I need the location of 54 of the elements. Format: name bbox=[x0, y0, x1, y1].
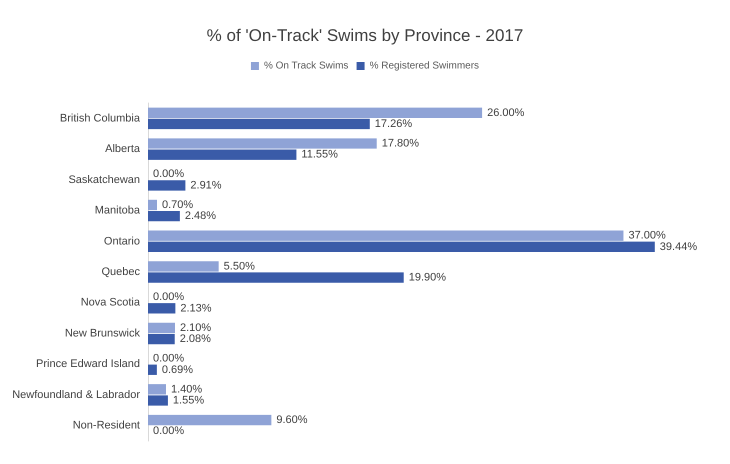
chart-title: % of 'On-Track' Swims by Province - 2017 bbox=[206, 26, 524, 45]
bar bbox=[148, 230, 624, 241]
data-label: 0.00% bbox=[153, 291, 184, 304]
data-label: 17.80% bbox=[382, 138, 420, 150]
data-label: 5.50% bbox=[224, 260, 256, 272]
bar bbox=[148, 108, 482, 118]
data-label: 1.55% bbox=[172, 394, 204, 406]
data-label: 0.00% bbox=[153, 352, 184, 365]
y-tick-label: Ontario bbox=[104, 235, 140, 248]
legend-label: % On Track Swims bbox=[264, 60, 348, 72]
bar bbox=[148, 334, 175, 344]
y-tick-label: British Columbia bbox=[60, 112, 141, 124]
bar bbox=[148, 118, 370, 130]
data-label: 0.00% bbox=[153, 425, 184, 438]
data-label: 2.08% bbox=[180, 333, 212, 346]
bar bbox=[148, 414, 272, 426]
y-tick-label: Alberta bbox=[105, 143, 141, 156]
bar bbox=[148, 210, 180, 222]
bar bbox=[148, 384, 166, 394]
bar bbox=[148, 303, 176, 314]
data-label: 9.60% bbox=[276, 414, 308, 426]
bar bbox=[148, 364, 157, 375]
bar bbox=[148, 150, 296, 160]
data-label: 37.00% bbox=[628, 230, 666, 242]
y-tick-label: Quebec bbox=[101, 266, 140, 278]
data-label: 0.69% bbox=[162, 364, 194, 376]
data-label: 2.48% bbox=[184, 210, 216, 222]
data-label: 11.55% bbox=[301, 148, 338, 161]
data-label: 0.70% bbox=[162, 198, 194, 211]
y-tick-label: Newfoundland & Labrador bbox=[12, 388, 140, 401]
y-tick-label: Non-Resident bbox=[72, 420, 140, 432]
y-tick-label: Nova Scotia bbox=[80, 296, 141, 309]
bar bbox=[148, 272, 404, 283]
bar bbox=[148, 322, 175, 334]
data-label: 1.40% bbox=[170, 383, 202, 396]
bar bbox=[148, 200, 157, 210]
data-label: 39.44% bbox=[660, 240, 698, 253]
bar bbox=[148, 261, 219, 272]
data-label: 19.90% bbox=[408, 272, 446, 284]
legend-label: % Registered Swimmers bbox=[370, 60, 480, 72]
bar bbox=[148, 242, 655, 252]
bar bbox=[148, 138, 377, 149]
bar bbox=[148, 180, 186, 191]
y-tick-label: Manitoba bbox=[94, 204, 141, 217]
data-label: 2.10% bbox=[180, 322, 212, 334]
data-label: 26.00% bbox=[487, 106, 525, 119]
data-label: 2.13% bbox=[180, 302, 212, 314]
data-label: 0.00% bbox=[153, 168, 184, 180]
bar bbox=[148, 395, 168, 406]
data-label: 2.91% bbox=[190, 179, 222, 192]
y-tick-label: Prince Edward Island bbox=[36, 358, 140, 370]
data-label: 17.26% bbox=[374, 118, 412, 130]
y-tick-label: New Brunswick bbox=[64, 327, 140, 340]
y-tick-label: Saskatchewan bbox=[68, 174, 140, 186]
